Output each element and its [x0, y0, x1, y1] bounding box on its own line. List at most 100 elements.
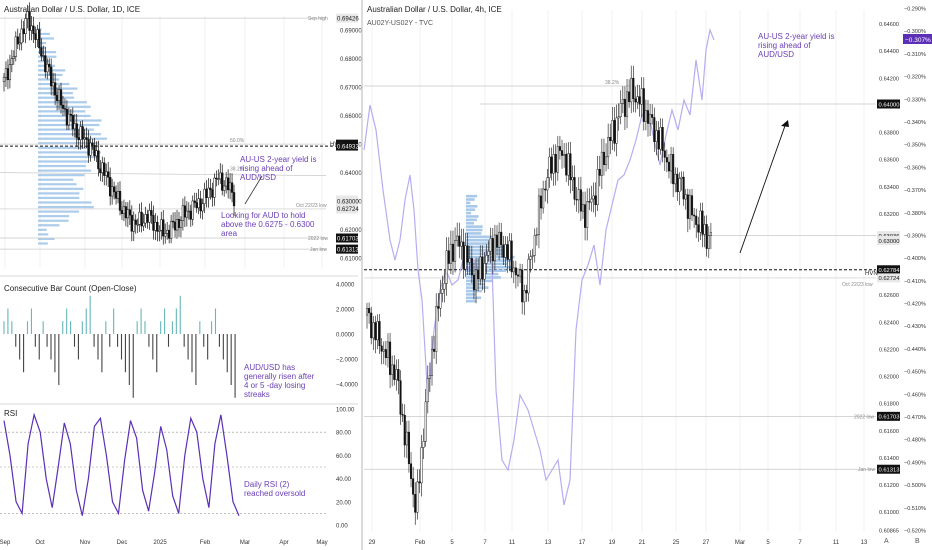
- right-candle-body: [676, 173, 679, 193]
- left-candle-body: [4, 68, 8, 78]
- yield-axis-tick: −0.510%: [904, 506, 926, 512]
- rsi-pane[interactable]: RSI 100.00 80.00 60.00 40.00 20.00 0.00 Daily…: [0, 408, 355, 530]
- left-candle-body: [189, 210, 192, 220]
- right-candle-body: [405, 431, 408, 446]
- right-candle-body: [508, 240, 511, 260]
- left-candle-body: [67, 113, 71, 126]
- left-candle-body: [89, 142, 92, 156]
- right-time-tick: 21: [639, 540, 646, 546]
- left-vp-bin: [38, 160, 89, 163]
- left-candle-body: [20, 28, 23, 44]
- left-price-badge-text: 0.61703: [337, 236, 359, 242]
- log-scale-toggle[interactable]: B: [915, 538, 920, 545]
- rsi-axis-tick: 60.00: [336, 454, 352, 460]
- right-candle-body: [556, 146, 559, 173]
- left-vp-bin: [38, 101, 87, 104]
- left-candle-body: [130, 214, 133, 232]
- left-candle-body: [63, 108, 67, 110]
- right-time-tick: 13: [861, 540, 868, 546]
- right-label-jan-low: Jan low: [858, 467, 875, 473]
- left-time-tick: Oct: [35, 540, 45, 546]
- left-price-badge: [336, 141, 358, 151]
- right-price-pane[interactable]: [364, 0, 876, 532]
- left-candle-body: [46, 63, 49, 73]
- yield-axis-tick: −0.410%: [904, 279, 926, 285]
- right-candle-body: [640, 88, 643, 105]
- right-candle-body: [491, 238, 494, 262]
- right-chart-subtitle: AU02Y-US02Y - TVC: [367, 20, 433, 27]
- left-price-badge: [336, 244, 358, 254]
- yield-spread-line: [363, 27, 715, 506]
- left-annotation-hold: Looking for AUD to hold above the 0.6275…: [221, 211, 314, 238]
- right-yield-axis[interactable]: −0.290% −0.300% −0.310% −0.320% −0.330% −0.34…: [904, 7, 926, 535]
- left-candle-body: [34, 33, 37, 40]
- left-vp-bin: [38, 55, 57, 58]
- left-vp-bin: [38, 237, 55, 241]
- right-vp-bin: [466, 218, 477, 222]
- left-candle-body: [134, 219, 137, 225]
- right-price-badge-text: 0.62724: [879, 276, 901, 282]
- left-candle-body: [140, 211, 143, 227]
- right-time-axis[interactable]: 29 Feb 5 7 11 13 17 19 21 25 27 Mar 5 7 11 13: [369, 540, 868, 546]
- left-vp-bin: [38, 142, 99, 145]
- left-candle-body: [69, 113, 72, 116]
- left-candle-body: [91, 142, 94, 146]
- left-time-tick: Sep: [0, 540, 11, 546]
- right-candle-body: [439, 293, 442, 309]
- right-candle-body: [693, 214, 696, 217]
- left-candle-body: [114, 191, 118, 199]
- left-time-axis[interactable]: Sep Oct Nov Dec 2025 Feb Mar Apr May: [0, 540, 328, 546]
- percent-scale-toggle[interactable]: A: [884, 538, 889, 545]
- right-candle-body: [418, 481, 421, 484]
- right-candle-body: [621, 98, 624, 104]
- label-sep-high: Sep high: [308, 16, 328, 22]
- left-vp-bin: [38, 133, 101, 136]
- right-vp-bin: [466, 221, 474, 225]
- left-candle-body: [40, 47, 43, 57]
- left-candle-body: [109, 177, 112, 197]
- left-vp-bin: [38, 187, 84, 190]
- right-candle-body: [428, 375, 431, 379]
- left-candle-body: [162, 219, 165, 237]
- left-price-badge: [336, 13, 358, 23]
- right-candle-body: [445, 250, 448, 284]
- right-candle-body: [598, 169, 601, 176]
- left-vp-bin: [38, 32, 50, 36]
- right-candle-body: [502, 244, 505, 258]
- right-candle-body: [368, 308, 371, 314]
- right-candle-body: [594, 195, 597, 205]
- right-candle-body: [665, 157, 668, 163]
- yield-axis-tick: −0.460%: [904, 392, 926, 398]
- left-time-tick: Nov: [80, 540, 91, 546]
- left-candle-body: [18, 42, 21, 45]
- left-candle-body: [150, 210, 153, 216]
- left-vp-bin: [38, 242, 48, 245]
- left-candle-body: [52, 82, 55, 87]
- right-candle-body: [454, 240, 457, 262]
- rsi-axis-tick: 80.00: [336, 431, 352, 437]
- right-candle-body: [644, 110, 647, 122]
- left-vp-bin: [38, 219, 69, 222]
- right-panel: Australian Dollar / U.S. Dollar, 4h, ICE…: [363, 0, 932, 546]
- right-candle-body: [569, 153, 572, 181]
- right-candle-body: [548, 156, 551, 179]
- right-candle-body: [378, 321, 381, 347]
- right-candle-body: [625, 91, 629, 117]
- right-candle-body: [527, 259, 530, 294]
- right-candle-body: [514, 267, 517, 276]
- right-candle-body: [600, 151, 603, 176]
- right-price-tick: 0.61200: [879, 483, 899, 489]
- left-candle-body: [185, 210, 188, 218]
- right-candle-body: [535, 234, 538, 236]
- cbc-pane[interactable]: Consecutive Bar Count (Open-Close) 4.000…: [3, 283, 359, 406]
- right-candle-body: [498, 231, 501, 248]
- right-candle-body: [372, 322, 375, 339]
- right-price-tick: 0.61800: [879, 402, 899, 408]
- right-candle-body: [565, 153, 568, 176]
- label-oct-low: Oct 22/23 low: [296, 203, 327, 209]
- right-time-tick: 7: [483, 540, 487, 546]
- left-vp-bin: [38, 146, 94, 149]
- left-price-badge: [336, 233, 358, 243]
